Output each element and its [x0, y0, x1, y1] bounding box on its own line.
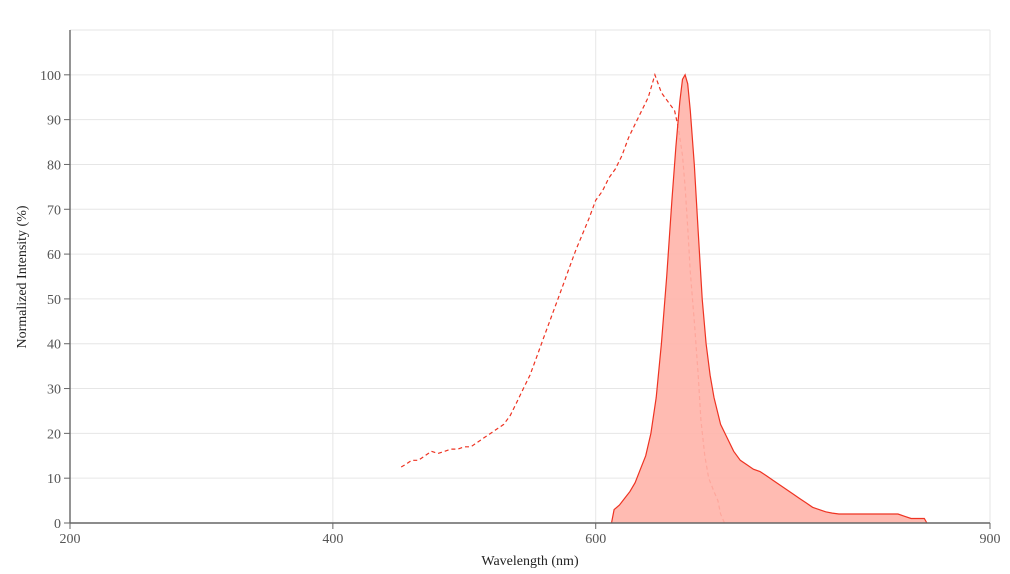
y-tick-label: 40 [47, 338, 61, 353]
series-layer [400, 72, 928, 524]
y-tick-label: 50 [47, 293, 61, 308]
y-tick-label: 100 [40, 69, 61, 84]
y-tick-label: 30 [47, 383, 61, 398]
grid [70, 29, 991, 523]
y-tick-label: 0 [54, 517, 61, 532]
y-tick-label: 20 [47, 427, 61, 442]
y-axis-title: Normalized Intensity (%) [15, 205, 30, 348]
y-tick-label: 60 [47, 248, 61, 263]
y-tick-label: 80 [47, 158, 61, 173]
x-tick-label: 200 [60, 532, 81, 547]
x-tick-label: 600 [585, 532, 606, 547]
y-tick-label: 10 [47, 472, 61, 487]
x-axis-title: Wavelength (nm) [481, 554, 579, 569]
x-tick-label: 400 [322, 532, 343, 547]
emission-line [610, 73, 928, 524]
y-tick-label: 70 [47, 203, 61, 218]
axes: 0 10 20 30 40 50 60 70 80 90 100 200 400 600 900 [40, 30, 1001, 547]
y-tick-label: 90 [47, 114, 61, 129]
emission-area [611, 74, 927, 524]
x-tick-label: 900 [980, 532, 1001, 547]
